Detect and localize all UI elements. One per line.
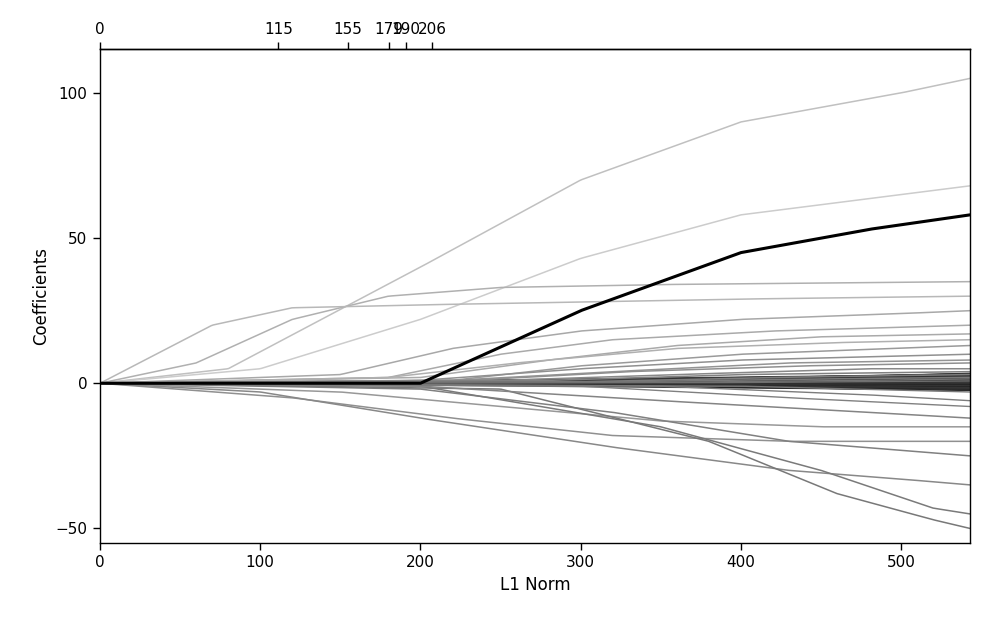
X-axis label: L1 Norm: L1 Norm (500, 576, 570, 594)
Y-axis label: Coefficients: Coefficients (32, 247, 50, 345)
